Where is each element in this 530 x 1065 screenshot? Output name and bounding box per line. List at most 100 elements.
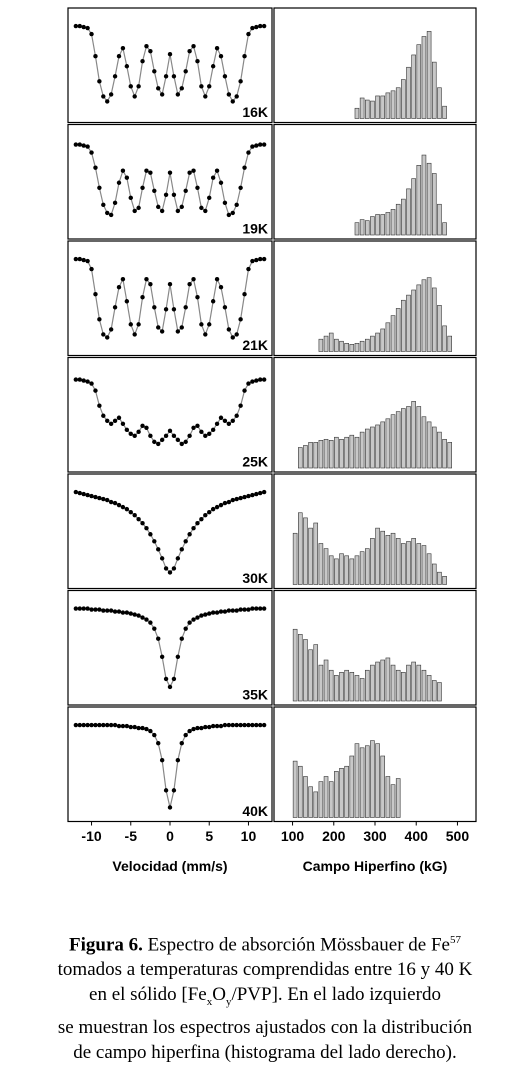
data-point [128,195,133,201]
data-point [230,335,235,340]
panel-label: 19K [242,221,268,237]
data-point [120,168,126,173]
hist-bar [380,214,386,236]
data-point [81,606,86,611]
data-point [81,24,86,30]
hist-bar [364,99,370,119]
panel-label: 21K [242,337,268,353]
hist-bar [416,165,422,236]
data-point [242,54,247,59]
caption-text: /PVP]. En el lado izquierdo [231,984,441,1006]
data-point [116,54,122,59]
data-point [120,276,126,282]
data-point [171,192,177,198]
hist-bar [401,299,406,352]
data-point [175,92,181,97]
panel-frame [273,473,477,590]
data-point [148,620,153,625]
data-point [187,281,192,287]
data-point [250,606,255,611]
hist-bar [390,784,396,818]
data-point [195,185,200,190]
data-point [195,521,200,526]
data-point [175,437,181,443]
data-point [140,521,145,526]
data-point [93,388,98,393]
data-point [210,506,216,512]
data-point [81,143,86,148]
data-point [191,168,196,173]
data-point [218,284,224,290]
panel-frame [67,7,273,124]
data-point [97,607,102,612]
data-point [187,728,192,734]
data-point [195,423,200,428]
hist-bar [334,771,339,818]
panel-frame [273,7,477,124]
hist-bar [328,781,334,818]
data-point [148,728,153,734]
hist-bar [380,328,386,352]
hist-bar [406,66,411,119]
data-point [258,606,263,611]
panel-frame [67,589,273,706]
hist-bar [323,776,329,818]
data-point [234,413,239,418]
data-point [175,654,181,659]
data-point [234,94,239,99]
hist-bar [375,527,380,585]
data-point [152,69,157,74]
data-point [85,144,90,149]
data-point [101,94,106,99]
data-point [105,418,110,423]
data-point [254,378,259,383]
data-point [218,415,224,420]
hist-bar [416,543,422,585]
data-point [101,332,106,337]
data-point [214,45,220,51]
data-point [163,788,169,793]
data-point [124,506,130,512]
caption-line: en el sólido [FexOy/PVP]. En el lado izq… [0,982,530,1015]
hist-bar [426,421,432,469]
data-point [250,258,255,264]
data-point [116,180,122,185]
hist-bar [292,532,298,585]
fit-line [75,378,265,445]
data-point [195,615,200,620]
hist-bar [380,421,386,469]
data-point [258,490,263,496]
data-point [108,92,114,97]
data-point [101,496,106,502]
hist-bar [411,661,416,702]
data-point [226,327,232,332]
data-point [199,613,204,618]
hist-bar [318,781,324,818]
data-point [108,608,114,613]
data-point [120,421,126,426]
hist-bar [308,649,313,702]
data-point [250,492,255,498]
data-point [124,175,130,180]
data-point [163,307,169,312]
hist-bar [344,555,349,585]
data-point [105,99,110,104]
data-point [148,281,153,287]
data-point [187,433,192,439]
hist-bar [323,659,329,702]
data-point [171,676,177,682]
data-point [120,504,126,510]
data-point [120,45,126,51]
hist-bar [416,284,422,352]
data-point [156,636,161,641]
caption-sub: x [206,996,213,1009]
data-point [230,99,235,104]
data-point [246,493,251,499]
data-point [218,609,224,614]
hist-bar [370,335,375,352]
data-point [152,626,157,631]
data-point [159,92,165,97]
hist-bar [406,406,411,469]
data-point [203,94,208,99]
hist-bar [390,414,396,469]
